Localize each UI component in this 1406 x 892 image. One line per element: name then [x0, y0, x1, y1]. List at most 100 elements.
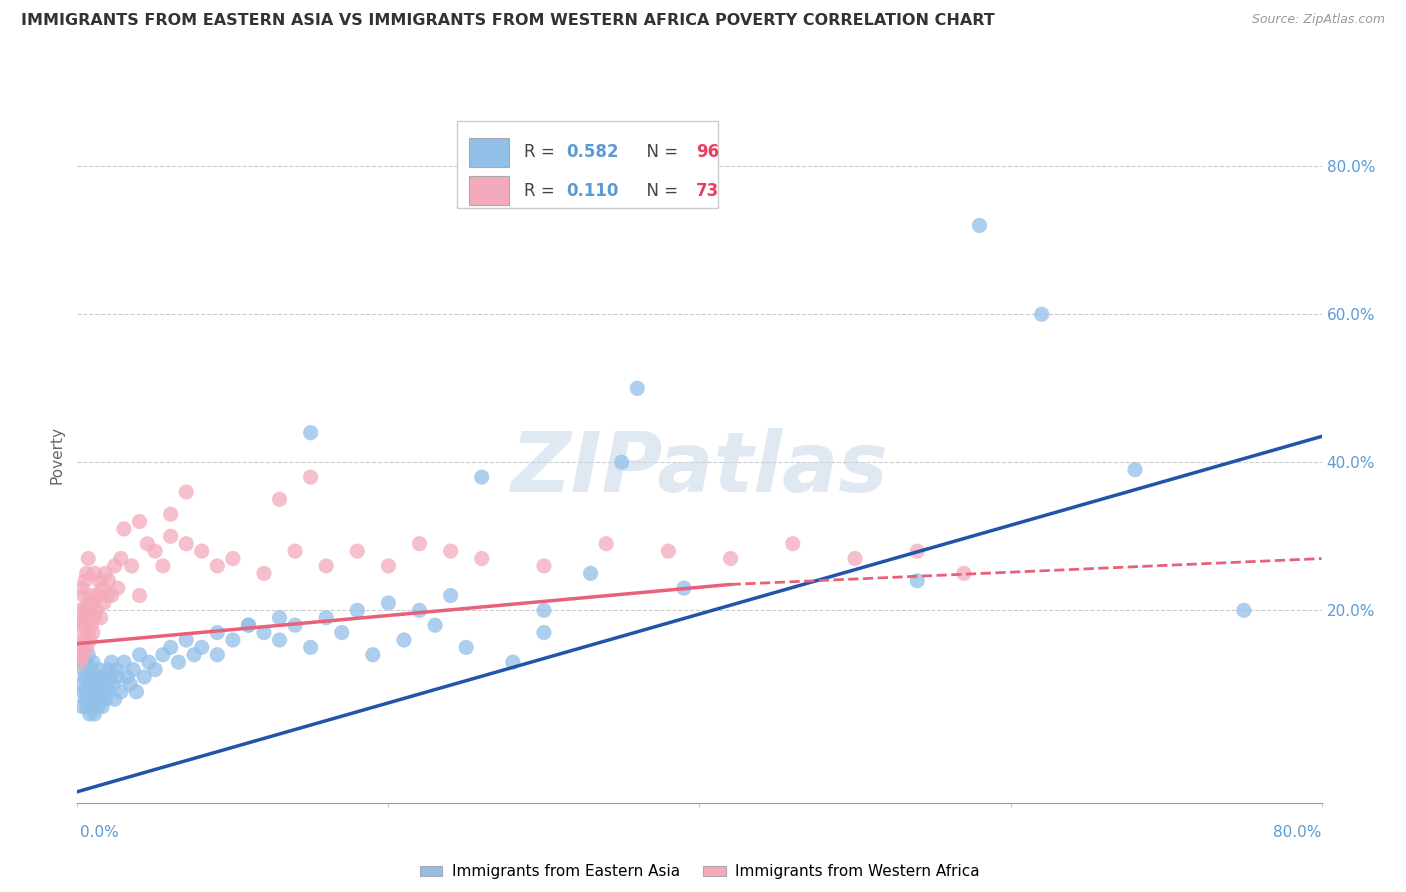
Point	[533, 558, 555, 573]
Point	[94, 670, 117, 684]
Point	[207, 558, 229, 573]
Point	[82, 655, 104, 669]
Point	[120, 677, 142, 691]
Point	[80, 663, 103, 677]
Point	[94, 566, 117, 581]
Point	[299, 470, 322, 484]
Point	[969, 219, 991, 233]
Point	[191, 544, 214, 558]
Point	[152, 558, 174, 573]
Point	[143, 544, 166, 558]
Point	[84, 670, 107, 684]
Point	[87, 574, 110, 588]
Point	[87, 663, 110, 677]
Point	[105, 663, 128, 677]
Point	[96, 677, 118, 691]
Point	[107, 581, 129, 595]
Text: 0.582: 0.582	[567, 144, 619, 161]
Point	[110, 551, 132, 566]
Point	[93, 685, 115, 699]
Point	[905, 544, 928, 558]
Point	[76, 566, 98, 581]
Point	[77, 625, 100, 640]
Point	[782, 537, 804, 551]
Point	[440, 544, 463, 558]
Point	[77, 692, 100, 706]
Point	[79, 632, 101, 647]
Point	[79, 603, 101, 617]
Point	[97, 685, 120, 699]
Point	[72, 648, 94, 662]
Point	[104, 558, 127, 573]
Point	[70, 581, 93, 595]
Point	[76, 699, 98, 714]
Point	[299, 640, 322, 655]
Point	[1233, 603, 1256, 617]
Point	[159, 507, 181, 521]
Point	[83, 566, 105, 581]
Point	[83, 685, 105, 699]
Point	[76, 655, 98, 669]
Point	[315, 611, 337, 625]
Point	[207, 625, 229, 640]
Point	[284, 618, 307, 632]
Point	[69, 632, 91, 647]
Point	[79, 706, 101, 721]
Point	[80, 618, 103, 632]
Y-axis label: Poverty: Poverty	[49, 425, 65, 484]
Point	[67, 648, 90, 662]
Point	[128, 515, 150, 529]
Point	[77, 648, 100, 662]
Point	[96, 589, 118, 603]
Point	[125, 685, 148, 699]
Point	[253, 625, 276, 640]
Point	[174, 484, 197, 499]
FancyBboxPatch shape	[470, 176, 509, 205]
Point	[84, 603, 107, 617]
Point	[377, 558, 399, 573]
Point	[440, 589, 463, 603]
Text: 96: 96	[696, 144, 718, 161]
Point	[284, 544, 307, 558]
Text: Source: ZipAtlas.com: Source: ZipAtlas.com	[1251, 13, 1385, 27]
Point	[98, 670, 121, 684]
Point	[167, 655, 190, 669]
Point	[70, 655, 93, 669]
Text: ZIPatlas: ZIPatlas	[510, 428, 889, 509]
Text: R =: R =	[524, 144, 560, 161]
Point	[101, 677, 124, 691]
Point	[238, 618, 260, 632]
Point	[82, 699, 104, 714]
Point	[97, 574, 120, 588]
Point	[191, 640, 214, 655]
Point	[72, 663, 94, 677]
Point	[104, 692, 127, 706]
Point	[269, 611, 291, 625]
Point	[90, 611, 112, 625]
Text: N =: N =	[636, 144, 683, 161]
Point	[75, 670, 97, 684]
Point	[86, 677, 108, 691]
Point	[75, 574, 97, 588]
Point	[392, 632, 415, 647]
Point	[299, 425, 322, 440]
Point	[77, 596, 100, 610]
Point	[83, 706, 105, 721]
Point	[76, 685, 98, 699]
Point	[423, 618, 446, 632]
Point	[346, 544, 368, 558]
Point	[79, 670, 101, 684]
Legend: Immigrants from Eastern Asia, Immigrants from Western Africa: Immigrants from Eastern Asia, Immigrants…	[413, 858, 986, 886]
Point	[346, 603, 368, 617]
Point	[408, 603, 430, 617]
Point	[69, 603, 91, 617]
Point	[67, 618, 90, 632]
Point	[159, 640, 181, 655]
Point	[82, 677, 104, 691]
Point	[174, 632, 197, 647]
Text: N =: N =	[636, 182, 683, 200]
Point	[720, 551, 742, 566]
Point	[626, 381, 648, 395]
Point	[79, 685, 101, 699]
Point	[70, 699, 93, 714]
